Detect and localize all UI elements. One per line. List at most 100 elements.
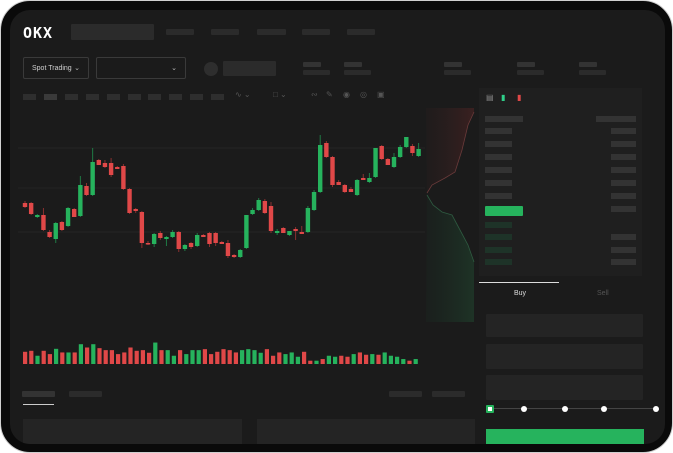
bid-price[interactable] [485, 259, 512, 265]
ask-amount [611, 154, 636, 160]
indicator-dropdown[interactable]: ∿ ⌄ [235, 90, 251, 99]
volume-bar [240, 350, 245, 364]
candle-up [373, 148, 378, 177]
bid-amount [611, 234, 636, 240]
filter-button[interactable] [432, 391, 465, 397]
slider-handle[interactable] [486, 405, 494, 413]
stat-label [344, 62, 362, 67]
volume-bar [91, 344, 96, 364]
volume-bar [370, 354, 375, 364]
slider-track[interactable] [490, 408, 658, 409]
settings-icon[interactable]: ◎ [360, 90, 367, 99]
volume-bar [395, 356, 400, 364]
candle-down [219, 242, 224, 244]
nav-item[interactable] [347, 29, 375, 35]
candle-down [41, 215, 46, 230]
candle-up [256, 200, 261, 210]
volume-bar [122, 352, 127, 364]
tab-sell[interactable]: Sell [597, 290, 609, 297]
orderbook-both-icon[interactable]: ▤ [486, 93, 494, 102]
amount-input[interactable] [486, 344, 643, 369]
candle-up [287, 231, 292, 235]
tab-open-orders[interactable] [22, 391, 55, 397]
ask-price[interactable] [485, 154, 512, 160]
volume-bar [178, 350, 183, 364]
slider-stop[interactable] [601, 406, 607, 412]
candle-up [238, 250, 243, 257]
ask-price[interactable] [485, 167, 512, 173]
ask-price[interactable] [485, 180, 512, 186]
tab-order-history[interactable] [69, 391, 102, 397]
price-input[interactable] [486, 314, 643, 337]
volume-bar [202, 349, 207, 364]
ask-amount [611, 141, 636, 147]
ask-amount [611, 128, 636, 134]
candle-down [139, 212, 145, 243]
candle-up [391, 157, 397, 167]
candle-down [201, 235, 206, 237]
volume-bar [308, 360, 313, 364]
volume-bar [196, 350, 201, 364]
fullscreen-icon[interactable]: ▣ [377, 90, 385, 99]
volume-bar [233, 352, 238, 364]
ask-price[interactable] [485, 193, 512, 199]
orders-panel [23, 419, 242, 444]
total-input[interactable] [486, 375, 643, 400]
bid-amount [611, 259, 636, 265]
orderbook-bids-icon[interactable]: ▮ [501, 93, 506, 102]
interval-button[interactable] [148, 94, 161, 100]
slider-stop[interactable] [653, 406, 659, 412]
candle-down [385, 159, 391, 165]
filter-button[interactable] [389, 391, 422, 397]
buy-button[interactable] [486, 429, 644, 444]
bid-price[interactable] [485, 222, 512, 228]
nav-item[interactable] [257, 29, 286, 35]
market-selector[interactable]: Spot Trading ⌄ [23, 57, 89, 79]
ask-amount [611, 180, 636, 186]
candle-down [361, 178, 366, 180]
candle-up [397, 147, 403, 157]
chart-type-dropdown[interactable]: □ ⌄ [273, 90, 287, 99]
volume-bar [376, 354, 381, 364]
depth-asks-area [426, 108, 474, 193]
volume-bar [103, 350, 108, 364]
interval-button[interactable] [65, 94, 78, 100]
candle-down [102, 163, 108, 167]
interval-button[interactable] [23, 94, 36, 100]
line-chart-icon[interactable]: ∾ [311, 90, 318, 99]
nav-item[interactable] [166, 29, 194, 35]
interval-button[interactable] [169, 94, 182, 100]
bid-price[interactable] [485, 234, 512, 240]
pair-selector[interactable]: ⌄ [96, 57, 186, 79]
candle-down [281, 228, 286, 233]
pen-icon[interactable]: ✎ [326, 90, 333, 99]
interval-button[interactable] [86, 94, 99, 100]
slider-stop[interactable] [562, 406, 568, 412]
volume-bar [147, 352, 152, 364]
orderbook-asks-icon[interactable]: ▮ [517, 93, 522, 102]
depth-asks-line [426, 111, 475, 194]
volume-bar [165, 350, 170, 364]
search-bar[interactable] [71, 24, 154, 40]
camera-icon[interactable]: ◉ [343, 90, 350, 99]
active-tab-underline [23, 404, 54, 405]
interval-button[interactable] [211, 94, 224, 100]
interval-button[interactable] [190, 94, 203, 100]
volume-bar [407, 360, 412, 364]
volume-bar [339, 355, 344, 364]
ask-price[interactable] [485, 141, 512, 147]
slider-stop[interactable] [521, 406, 527, 412]
volume-bar [271, 355, 276, 364]
interval-button[interactable] [44, 94, 57, 100]
candle-down [84, 186, 89, 195]
interval-button[interactable] [128, 94, 141, 100]
nav-item[interactable] [211, 29, 239, 35]
bid-price[interactable] [485, 247, 512, 253]
candle-up [416, 149, 421, 156]
interval-button[interactable] [107, 94, 120, 100]
volume-bar [159, 350, 164, 364]
tab-buy[interactable]: Buy [514, 290, 527, 297]
ask-price[interactable] [485, 128, 512, 134]
nav-item[interactable] [302, 29, 330, 35]
